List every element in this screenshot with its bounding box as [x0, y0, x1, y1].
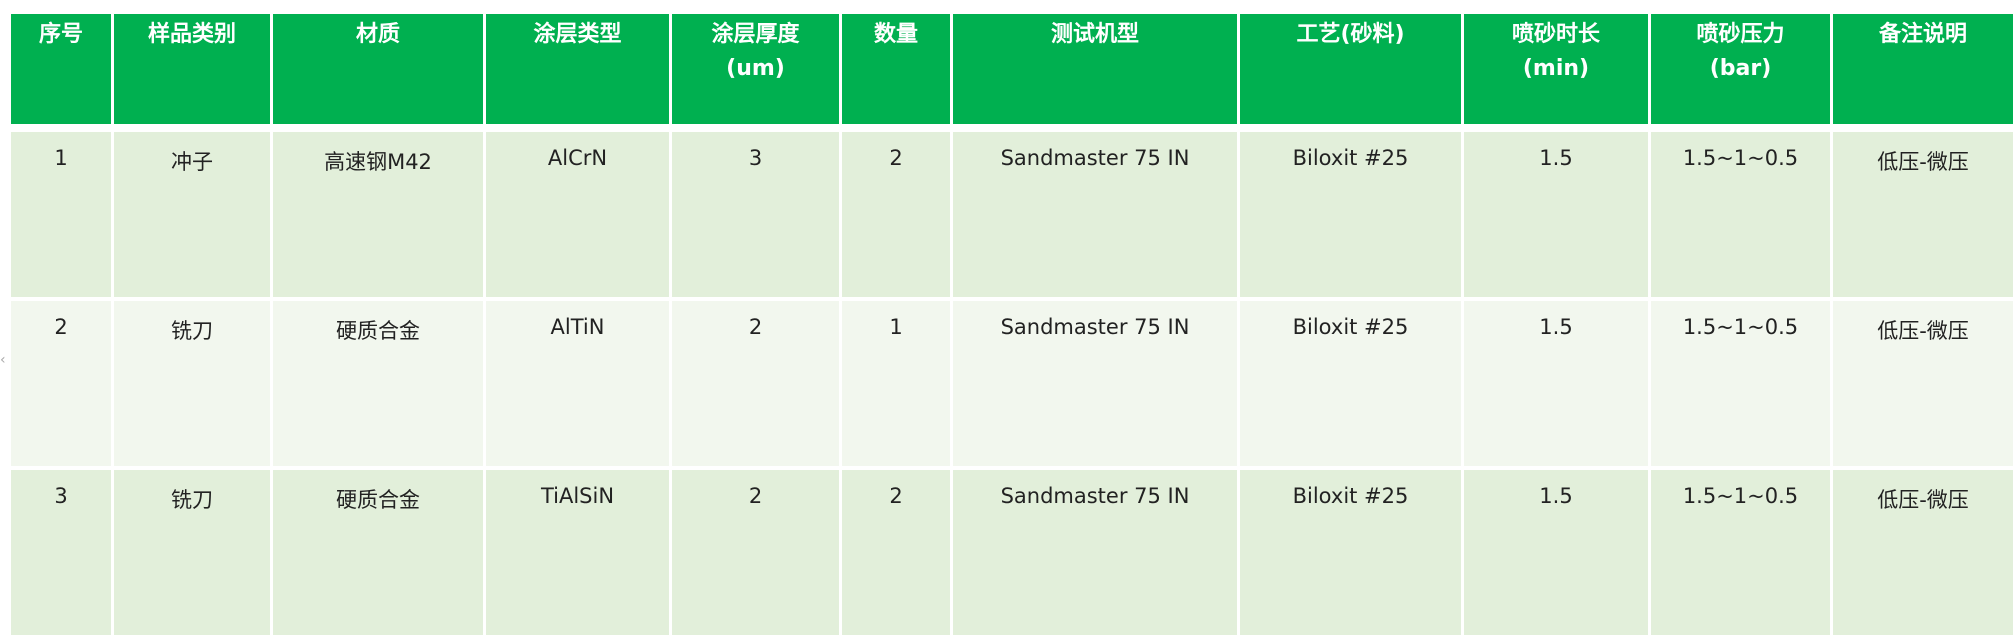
table-cell: 3 [672, 132, 839, 301]
table-cell: 低压-微压 [1833, 132, 2013, 301]
table-cell: 1 [842, 301, 950, 470]
header-label: 涂层类型 [533, 22, 622, 47]
column-header: 涂层厚度 (um) [672, 14, 839, 128]
table-cell: Biloxit #25 [1240, 470, 1461, 639]
table-cell: 低压-微压 [1833, 470, 2013, 639]
header-unit: (min) [1522, 56, 1590, 81]
table-cell: 2 [11, 301, 111, 470]
header-unit: (um) [726, 56, 785, 81]
header-label: 备注说明 [1878, 22, 1967, 47]
table-cell: 硬质合金 [273, 301, 483, 470]
table-cell: 冲子 [114, 132, 270, 301]
table-cell: 高速钢M42 [273, 132, 483, 301]
table-cell: Sandmaster 75 IN [953, 132, 1237, 301]
table-cell: 1.5~1~0.5 [1651, 470, 1830, 639]
column-header: 备注说明 [1833, 14, 2013, 128]
table-cell: Sandmaster 75 IN [953, 470, 1237, 639]
header-unit: (bar) [1709, 56, 1772, 81]
column-header: 序号 [11, 14, 111, 128]
header-label: 样品类别 [147, 22, 236, 47]
header-label: 材质 [355, 22, 400, 47]
column-header: 测试机型 [953, 14, 1237, 128]
table-cell: 硬质合金 [273, 470, 483, 639]
table-cell: 1.5 [1464, 470, 1648, 639]
table-cell: 2 [842, 132, 950, 301]
column-header: 喷砂压力 (bar) [1651, 14, 1830, 128]
edge-mark: ‹ [0, 352, 6, 368]
column-header: 工艺(砂料) [1240, 14, 1461, 128]
sandblast-test-table: 序号 样品类别 材质 涂层类型 涂层厚度 (um) 数量 测试机型 工艺(砂料) 喷砂时长 (min… [8, 14, 2015, 639]
header-label: 工艺(砂料) [1296, 22, 1405, 47]
table-cell: 2 [842, 470, 950, 639]
column-header: 样品类别 [114, 14, 270, 128]
table-cell: 1 [11, 132, 111, 301]
table-cell: 2 [672, 301, 839, 470]
table-row: 1 冲子 高速钢M42 AlCrN 3 2 Sandmaster 75 IN Biloxit … [11, 132, 2013, 301]
table-cell: AlTiN [486, 301, 669, 470]
table-cell: Biloxit #25 [1240, 132, 1461, 301]
table-cell: 1.5~1~0.5 [1651, 301, 1830, 470]
column-header: 喷砂时长 (min) [1464, 14, 1648, 128]
table-cell: 2 [672, 470, 839, 639]
header-label: 喷砂压力 [1696, 22, 1785, 47]
table-cell: Biloxit #25 [1240, 301, 1461, 470]
table-cell: 铣刀 [114, 470, 270, 639]
column-header: 涂层类型 [486, 14, 669, 128]
table-cell: TiAlSiN [486, 470, 669, 639]
table-cell: 低压-微压 [1833, 301, 2013, 470]
table-cell: 1.5 [1464, 132, 1648, 301]
header-label: 数量 [873, 22, 918, 47]
table-cell: 3 [11, 470, 111, 639]
table-cell: 1.5~1~0.5 [1651, 132, 1830, 301]
table-row: 3 铣刀 硬质合金 TiAlSiN 2 2 Sandmaster 75 IN Biloxit … [11, 470, 2013, 639]
table-cell: 1.5 [1464, 301, 1648, 470]
header-row: 序号 样品类别 材质 涂层类型 涂层厚度 (um) 数量 测试机型 工艺(砂料) 喷砂时长 (min… [11, 14, 2013, 128]
column-header: 材质 [273, 14, 483, 128]
header-label: 测试机型 [1050, 22, 1139, 47]
header-label: 涂层厚度 [711, 22, 800, 47]
table-cell: AlCrN [486, 132, 669, 301]
table-cell: 铣刀 [114, 301, 270, 470]
header-label: 喷砂时长 [1511, 22, 1600, 47]
column-header: 数量 [842, 14, 950, 128]
table-row: 2 铣刀 硬质合金 AlTiN 2 1 Sandmaster 75 IN Biloxit #2… [11, 301, 2013, 470]
table-cell: Sandmaster 75 IN [953, 301, 1237, 470]
header-label: 序号 [38, 22, 83, 47]
